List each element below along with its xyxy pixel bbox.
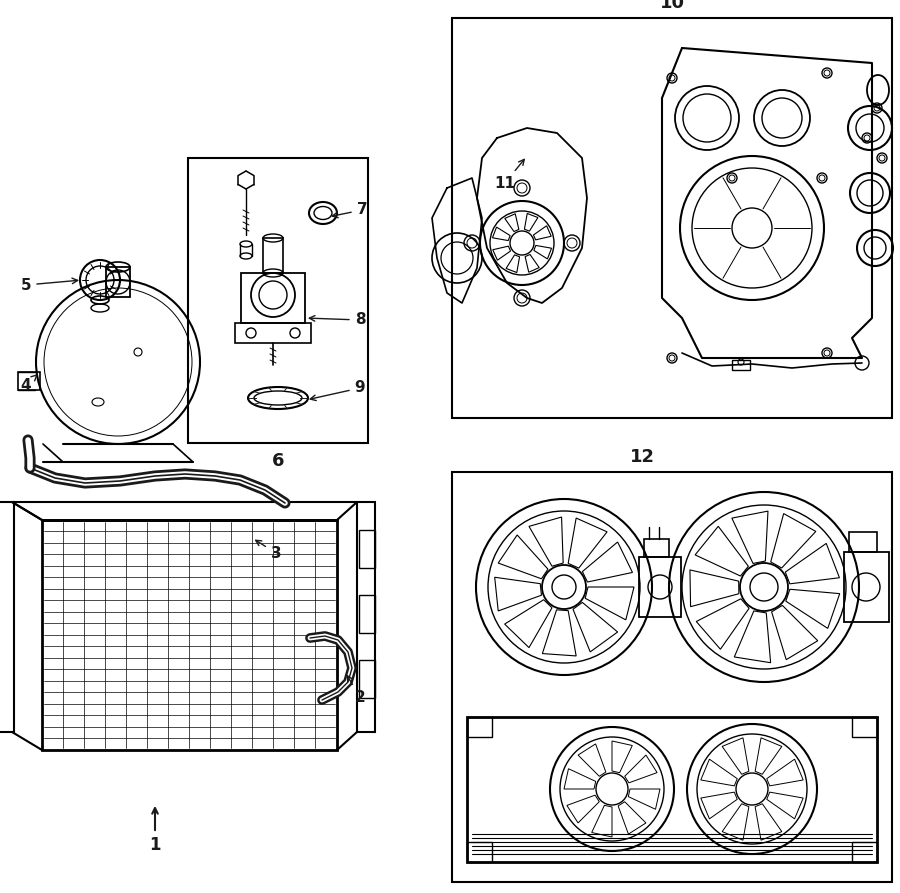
Text: 8: 8 <box>310 313 365 328</box>
Text: 6: 6 <box>272 452 284 470</box>
Bar <box>467 842 492 862</box>
Bar <box>467 717 492 737</box>
Bar <box>106 267 130 297</box>
Text: 4: 4 <box>21 375 37 393</box>
Bar <box>467 717 877 862</box>
Bar <box>18 372 40 390</box>
Bar <box>357 502 375 732</box>
Text: 3: 3 <box>256 540 282 561</box>
Text: 9: 9 <box>310 380 365 401</box>
Text: 10: 10 <box>660 0 685 12</box>
Bar <box>0 502 14 732</box>
Text: 2: 2 <box>347 676 365 705</box>
Text: 7: 7 <box>332 203 367 218</box>
Bar <box>359 530 375 568</box>
Bar <box>452 18 892 418</box>
Text: 11: 11 <box>494 159 525 190</box>
Bar <box>849 532 877 552</box>
Bar <box>359 595 375 633</box>
Bar <box>452 472 892 882</box>
Bar <box>263 238 283 273</box>
Bar <box>42 520 337 750</box>
Text: 1: 1 <box>149 836 161 854</box>
Text: 5: 5 <box>21 278 77 293</box>
Bar <box>732 360 750 370</box>
Bar <box>852 717 877 737</box>
Text: 12: 12 <box>629 448 654 466</box>
Bar <box>188 158 368 443</box>
Bar <box>235 323 311 343</box>
Bar <box>639 557 681 617</box>
Bar <box>852 842 877 862</box>
Bar <box>644 539 669 557</box>
Bar <box>359 660 375 698</box>
Bar <box>844 552 889 622</box>
